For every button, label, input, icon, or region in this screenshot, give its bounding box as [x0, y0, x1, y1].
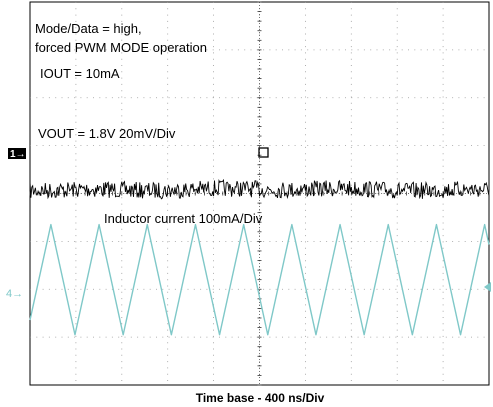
channel-1-label: 1→: [10, 149, 26, 160]
inductor-current-line: [29, 223, 490, 336]
vout-annotation: VOUT = 1.8V 20mV/Div: [38, 126, 176, 141]
inductor-current-trace: [29, 223, 490, 336]
mode-annotation: Mode/Data = high,: [35, 21, 142, 36]
iout-annotation: IOUT = 10mA: [40, 66, 120, 81]
trigger-marker: [258, 147, 269, 158]
inductor-annotation: Inductor current 100mA/Div: [104, 211, 263, 226]
channel-4-label: 4→: [6, 288, 23, 300]
annotations: Mode/Data = high, forced PWM MODE operat…: [35, 21, 263, 226]
time-base-label: Time base - 400 ns/Div: [196, 391, 325, 405]
right-channel-4-marker: [484, 282, 491, 292]
channel-4-marker: 4→: [6, 288, 23, 300]
vout-ripple-line: [29, 178, 490, 200]
pwm-annotation: forced PWM MODE operation: [35, 40, 207, 55]
vout-ripple-trace: [29, 178, 490, 200]
channel-1-marker: 1→: [8, 148, 26, 160]
